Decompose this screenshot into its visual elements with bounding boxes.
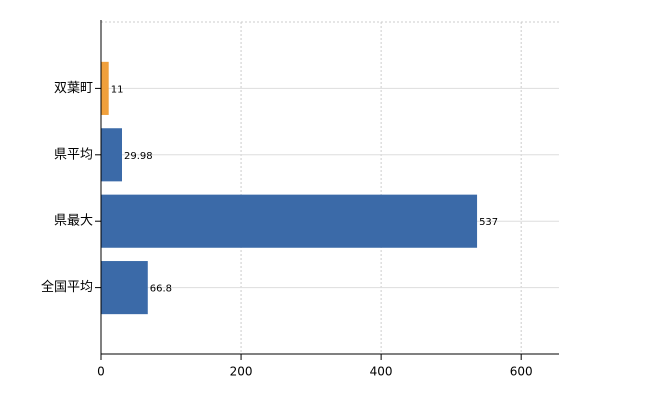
y-tick-label: 双葉町 xyxy=(54,81,93,96)
bar xyxy=(101,261,148,315)
x-tick-label: 400 xyxy=(370,365,393,379)
value-label: 66.8 xyxy=(150,284,172,295)
bar xyxy=(101,61,109,115)
y-tick-label: 全国平均 xyxy=(41,279,93,295)
value-label: 29.98 xyxy=(124,151,153,162)
x-tick-label: 600 xyxy=(510,365,533,379)
x-tick-label: 200 xyxy=(230,365,253,379)
bar xyxy=(101,194,478,248)
value-label: 537 xyxy=(479,217,498,228)
y-tick-label: 県平均 xyxy=(54,147,93,162)
bar xyxy=(101,128,122,182)
x-tick-label: 0 xyxy=(97,365,105,379)
value-label: 11 xyxy=(111,84,124,95)
y-tick-label: 県最大 xyxy=(54,214,93,229)
